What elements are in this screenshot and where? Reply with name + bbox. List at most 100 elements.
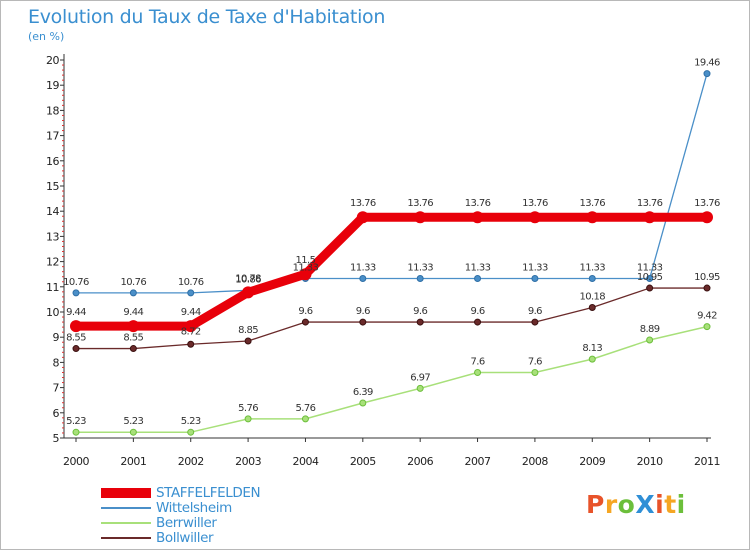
proxiti-logo: ProXiti <box>586 490 686 519</box>
data-label-staffelfelden: 13.76 <box>694 198 720 209</box>
chart-subtitle: (en %) <box>28 30 65 43</box>
data-point-staffelfelden <box>70 320 82 333</box>
data-point-bollwiller <box>474 318 482 326</box>
logo-letter: r <box>604 490 618 519</box>
data-point-bollwiller <box>129 345 137 353</box>
data-label-wittelsheim: 11.33 <box>350 262 376 273</box>
x-tick-label: 2009 <box>579 455 605 468</box>
data-point-berrwiller <box>301 415 309 423</box>
y-tick-label: 15 <box>46 180 59 193</box>
y-tick-label: 8 <box>53 356 60 369</box>
x-tick-label: 2005 <box>350 455 376 468</box>
y-tick-label: 17 <box>46 130 59 143</box>
data-point-staffelfelden <box>356 211 369 224</box>
data-label-bollwiller: 9.6 <box>298 306 312 317</box>
data-point-wittelsheim <box>359 274 367 282</box>
data-point-berrwiller <box>129 428 137 436</box>
data-point-wittelsheim <box>703 70 711 78</box>
y-tick-label: 19 <box>46 79 59 92</box>
data-point-bollwiller <box>72 345 80 353</box>
data-label-bollwiller: 10.95 <box>694 272 720 283</box>
data-point-staffelfelden <box>242 286 255 299</box>
data-label-berrwiller: 5.76 <box>296 403 316 414</box>
data-point-berrwiller <box>359 399 367 407</box>
data-label-staffelfelden: 13.76 <box>579 198 605 209</box>
x-tick-label: 2011 <box>694 455 720 468</box>
data-point-staffelfelden <box>643 211 656 224</box>
data-label-berrwiller: 6.97 <box>410 372 430 383</box>
x-tick-label: 2006 <box>407 455 433 468</box>
data-label-wittelsheim: 11.33 <box>637 262 663 273</box>
data-label-bollwiller: 10.95 <box>637 272 663 283</box>
logo-letter: X <box>635 490 656 519</box>
data-point-staffelfelden <box>299 268 312 281</box>
data-point-bollwiller <box>301 318 309 326</box>
data-point-berrwiller <box>72 428 80 436</box>
data-point-wittelsheim <box>646 274 654 282</box>
data-label-bollwiller: 8.85 <box>238 325 258 336</box>
data-point-staffelfelden <box>528 211 541 224</box>
data-point-bollwiller <box>244 337 252 345</box>
data-label-wittelsheim: 10.76 <box>178 277 204 288</box>
data-point-bollwiller <box>531 318 539 326</box>
data-label-bollwiller: 9.6 <box>470 306 484 317</box>
data-point-wittelsheim <box>187 289 195 297</box>
data-label-wittelsheim: 10.76 <box>121 277 147 288</box>
y-tick-label: 7 <box>53 382 60 395</box>
y-tick-label: 5 <box>53 432 60 445</box>
legend-swatch <box>101 488 151 498</box>
y-tick-label: 12 <box>46 256 59 269</box>
legend-label: Wittelsheim <box>156 500 232 516</box>
y-tick-label: 6 <box>53 407 60 420</box>
legend-label: Berrwiller <box>156 515 217 531</box>
data-label-staffelfelden: 13.76 <box>407 198 433 209</box>
series-line-wittelsheim <box>75 72 708 294</box>
data-point-berrwiller <box>703 323 711 331</box>
data-label-bollwiller: 8.55 <box>66 333 86 344</box>
data-label-bollwiller: 9.6 <box>356 306 370 317</box>
data-label-bollwiller: 9.6 <box>413 306 427 317</box>
data-label-wittelsheim: 19.46 <box>694 58 720 69</box>
data-point-wittelsheim <box>129 289 137 297</box>
y-tick-label: 20 <box>46 54 59 67</box>
data-point-wittelsheim <box>531 274 539 282</box>
data-point-berrwiller <box>187 428 195 436</box>
series-line-staffelfelden <box>71 212 712 331</box>
data-label-berrwiller: 8.13 <box>582 343 602 354</box>
data-point-wittelsheim <box>588 274 596 282</box>
data-point-staffelfelden <box>586 211 599 224</box>
data-label-bollwiller: 8.72 <box>181 326 201 337</box>
logo-letter: o <box>617 490 636 519</box>
x-tick-label: 2008 <box>522 455 548 468</box>
data-label-berrwiller: 8.89 <box>640 324 660 335</box>
data-point-bollwiller <box>588 303 596 311</box>
data-label-staffelfelden: 13.76 <box>637 198 663 209</box>
data-label-wittelsheim: 11.33 <box>465 262 491 273</box>
data-label-staffelfelden: 13.76 <box>522 198 548 209</box>
data-point-wittelsheim <box>416 274 424 282</box>
series-line-berrwiller <box>75 325 708 433</box>
x-tick-label: 2004 <box>292 455 318 468</box>
data-label-berrwiller: 5.23 <box>66 416 86 427</box>
x-tick-label: 2002 <box>178 455 204 468</box>
logo-letter: i <box>676 490 686 519</box>
data-label-wittelsheim: 10.86 <box>235 274 261 285</box>
data-label-staffelfelden: 13.76 <box>350 198 376 209</box>
data-point-staffelfelden <box>127 320 140 333</box>
x-tick-label: 2007 <box>465 455 491 468</box>
data-label-wittelsheim: 11.33 <box>579 262 605 273</box>
legend-label: Bollwiller <box>156 530 214 546</box>
data-point-bollwiller <box>646 284 654 292</box>
y-tick-label: 16 <box>46 155 59 168</box>
x-tick-label: 2010 <box>637 455 663 468</box>
data-label-wittelsheim: 10.76 <box>63 277 89 288</box>
data-label-berrwiller: 6.39 <box>353 387 373 398</box>
data-label-staffelfelden: 9.44 <box>66 307 86 318</box>
data-point-staffelfelden <box>701 211 713 224</box>
data-label-staffelfelden: 10.78 <box>235 273 261 284</box>
data-point-wittelsheim <box>72 289 80 297</box>
data-label-berrwiller: 5.76 <box>238 403 258 414</box>
y-tick-label: 10 <box>46 306 59 319</box>
